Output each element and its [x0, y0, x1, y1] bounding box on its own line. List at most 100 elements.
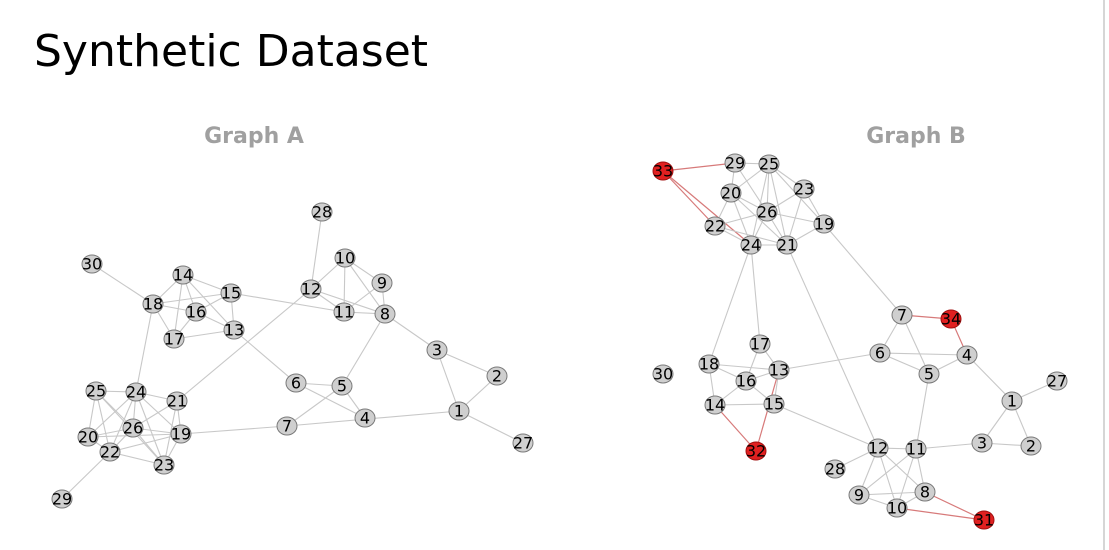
graph-a-node-4: 4 [354, 408, 376, 428]
graph-b-node-label: 17 [750, 335, 770, 354]
graph-a-node-29: 29 [51, 489, 73, 509]
graph-b-node-2: 2 [1020, 436, 1042, 456]
graph-b-node-label: 8 [920, 483, 930, 502]
graph-b-node-circle [1046, 371, 1068, 391]
graph-b-edge-33-24 [662, 170, 752, 246]
graph-b-node-22: 22 [704, 216, 726, 236]
graph-a-node-circle [166, 391, 188, 411]
graph-a-node-circle [85, 381, 107, 401]
graph-a-title: Graph A [204, 124, 304, 149]
graph-b-node-label: 13 [769, 361, 789, 380]
graph-a-edge-1-27 [458, 410, 524, 444]
graph-b-node-9: 9 [848, 485, 870, 505]
graph-b-edge-24-17 [750, 244, 761, 345]
graph-b-node-circle [1001, 391, 1023, 411]
graph-b-node-circle [940, 309, 962, 329]
graph-b-node-label: 6 [875, 344, 885, 363]
graph-a-node-19: 19 [170, 424, 192, 444]
graph-b-node-25: 25 [758, 154, 780, 174]
graph-b-node-circle [905, 439, 927, 459]
graph-b-node-label: 29 [725, 154, 745, 173]
graph-b-edge-13-6 [778, 352, 881, 371]
graph-a-node-26: 26 [122, 418, 144, 438]
graph-b-edge-10-31 [896, 507, 985, 521]
graph-a-node-1: 1 [448, 401, 470, 421]
graph-b-edge-33-22 [662, 170, 716, 227]
graph-a-edge-24-23 [135, 391, 165, 466]
graph-a-edge-21-23 [163, 400, 178, 466]
graph-b-edge-14-32 [714, 404, 757, 452]
graph-b-node-label: 16 [736, 372, 756, 391]
graph-b-node-circle [824, 459, 846, 479]
graph-b-node-label: 27 [1047, 372, 1067, 391]
graph-a-node-12: 12 [300, 279, 322, 299]
graph-b-node-circle [956, 345, 978, 365]
graph-a-node-label: 5 [337, 377, 347, 396]
graph-a-node-28: 28 [311, 202, 333, 222]
graph-a-node-label: 3 [432, 341, 442, 360]
graph-b-edge-3-11 [915, 442, 983, 450]
graph-a-node-label: 19 [171, 425, 191, 444]
graph-b-node-label: 32 [746, 442, 766, 461]
graph-b-node-circle [749, 334, 771, 354]
graph-a-node-7: 7 [276, 416, 298, 436]
graph-b-node-circle [793, 179, 815, 199]
graph-a-node-label: 24 [126, 383, 146, 402]
graph-a-node-circle [185, 302, 207, 322]
graph-b-edge-21-12 [786, 244, 879, 449]
graph-a-edge-28-12 [310, 211, 323, 290]
graph-a-node-22: 22 [99, 442, 121, 462]
graph-a-node-label: 1 [454, 402, 464, 421]
graph-a-node-label: 6 [291, 374, 301, 393]
graph-a-node-label: 14 [173, 266, 193, 285]
graph-b-node-circle [867, 438, 889, 458]
graph-a-node-circle [153, 455, 175, 475]
graph-a-node-23: 23 [153, 455, 175, 475]
graph-a-node-circle [51, 489, 73, 509]
graph-b-node-11: 11 [905, 439, 927, 459]
graph-b-edge-9-8 [858, 491, 926, 496]
graph-b-node-label: 21 [777, 236, 797, 255]
graph-a-node-16: 16 [185, 302, 207, 322]
graph-b-node-label: 30 [653, 365, 673, 384]
graph-b-node-circle [704, 395, 726, 415]
graph-a-edge-12-8 [310, 288, 386, 315]
graph-b-node-33: 33 [652, 161, 674, 181]
graph-a-node-24: 24 [125, 382, 147, 402]
graph-a-node-17: 17 [163, 329, 185, 349]
graph-a-node-20: 20 [77, 427, 99, 447]
graph-b-node-circle [740, 235, 762, 255]
graph-b-node-8: 8 [914, 482, 936, 502]
graph-a-edge-8-5 [341, 313, 386, 387]
graph-b-node-circle [848, 485, 870, 505]
graph-a-node-label: 15 [221, 284, 241, 303]
graph-b-node-circle [918, 364, 940, 384]
graph-a-node-label: 22 [100, 443, 120, 462]
graph-b-node-circle [720, 183, 742, 203]
graph-b-node-circle [724, 153, 746, 173]
graph-a: 1234567891011121314151617181920212223242… [51, 202, 534, 509]
graph-b-node-label: 26 [757, 203, 777, 222]
graph-a-edge-24-19 [135, 391, 182, 435]
graph-b-node-19: 19 [813, 214, 835, 234]
graph-b-node-label: 2 [1026, 437, 1036, 456]
graph-b-node-31: 31 [973, 510, 995, 530]
graph-b-node-4: 4 [956, 345, 978, 365]
graph-a-node-18: 18 [142, 294, 164, 314]
graph-a-node-circle [448, 401, 470, 421]
graph-b-node-29: 29 [724, 153, 746, 173]
graph-b-node-circle [763, 394, 785, 414]
graph-a-edge-10-8 [344, 257, 386, 315]
graph-a-node-30: 30 [81, 254, 103, 274]
graph-b-node-label: 14 [705, 396, 725, 415]
graph-b-node-20: 20 [720, 183, 742, 203]
graph-b-edge-33-29 [662, 162, 736, 172]
graph-b-node-3: 3 [971, 433, 993, 453]
graph-a-node-14: 14 [172, 265, 194, 285]
graph-b-node-5: 5 [918, 364, 940, 384]
graph-a-node-circle [334, 248, 356, 268]
graph-a-edge-18-15 [152, 292, 232, 305]
graph-a-node-circle [142, 294, 164, 314]
graph-a-node-circle [374, 304, 396, 324]
graph-a-node-circle [426, 340, 448, 360]
